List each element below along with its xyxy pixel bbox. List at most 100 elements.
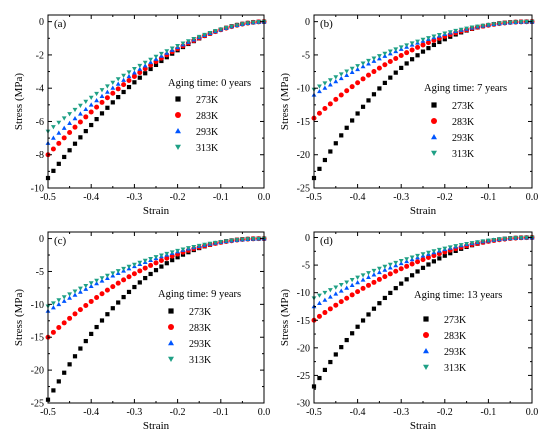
data-point [61,295,67,300]
data-point [94,117,99,122]
data-point [316,313,322,319]
data-point [382,274,388,280]
x-tick-label: -0.4 [350,192,366,203]
data-point [360,61,366,66]
data-point [104,84,110,89]
data-point [355,66,361,72]
data-point [355,275,361,280]
data-point [513,20,519,25]
data-point [115,86,121,92]
data-point [142,66,148,72]
y-tick-label: -15 [297,117,310,128]
data-point [62,154,67,160]
legend-entry-label: 313K [452,149,475,160]
x-tick-label: 0.0 [526,192,539,203]
data-point [426,46,431,51]
data-point [121,266,127,272]
data-point [393,263,399,268]
x-tick-label: -0.2 [437,407,453,418]
data-point [349,69,355,75]
data-point [518,235,524,241]
data-point [388,75,393,80]
data-point [469,241,475,246]
data-point [158,51,164,57]
data-point [105,105,110,110]
aging-time-annotation: Aging time: 13 years [414,290,502,301]
data-point [393,70,398,75]
x-axis-label: Strain [410,420,437,432]
data-point [398,258,404,264]
legend-marker [175,144,181,150]
data-point [431,259,436,264]
data-point [360,104,366,109]
data-point [56,379,61,384]
data-point [453,28,459,34]
data-point [83,114,89,120]
data-point [415,253,420,259]
data-point [131,262,137,267]
data-point [496,237,502,242]
aging-time-annotation: Aging time: 7 years [424,83,507,94]
data-point [431,42,436,48]
legend-entry-label: 313K [189,355,212,366]
data-point [72,292,78,297]
data-point [50,146,56,152]
data-point [94,295,100,301]
data-point [239,237,245,242]
data-point [437,39,442,45]
data-point [67,315,73,321]
legend: 273K 283K 293K 313K [168,307,212,366]
data-point [382,80,387,86]
data-point [121,294,126,300]
data-point [425,40,431,46]
data-point [447,30,453,35]
data-point [475,24,480,29]
panel-3: -0.5 -0.4 -0.3 -0.2 -0.1 0.0 -25 -20 -15 -10 -5 0 St… [13,231,270,432]
data-point [349,292,355,298]
data-point [355,324,360,329]
data-point [349,84,355,90]
x-tick-label: -0.2 [170,407,186,418]
data-point [393,55,399,61]
data-point [99,111,105,116]
data-point [153,268,159,273]
legend-marker [423,316,429,322]
data-point [99,318,105,323]
data-point [360,64,366,69]
data-point [426,36,431,41]
data-point [382,267,388,272]
data-point [175,44,181,49]
data-point [442,246,448,251]
data-point [458,243,464,248]
data-point [131,67,137,72]
x-tick-label: 0.0 [526,407,539,418]
data-point [442,31,448,36]
data-point [67,112,73,117]
data-point [115,81,121,86]
data-point [126,70,132,75]
data-point [202,32,208,38]
data-point [61,135,67,141]
data-point [67,295,73,300]
data-point [207,241,213,246]
x-tick-label: 0.0 [258,192,271,203]
data-point [469,25,475,30]
data-point [377,86,382,91]
data-point [366,271,371,276]
data-point [349,282,355,287]
legend-entry-label: 283K [189,323,212,334]
data-point [491,238,497,243]
data-point [143,275,148,281]
data-point [94,98,100,103]
data-point [404,263,410,269]
data-point [170,258,175,263]
data-point [104,89,110,94]
data-point [425,255,431,261]
data-point [371,279,377,285]
data-point [99,276,105,281]
data-point [78,346,83,351]
data-point [83,106,89,112]
data-point [61,298,67,303]
data-point [67,129,73,135]
data-point [104,95,110,101]
